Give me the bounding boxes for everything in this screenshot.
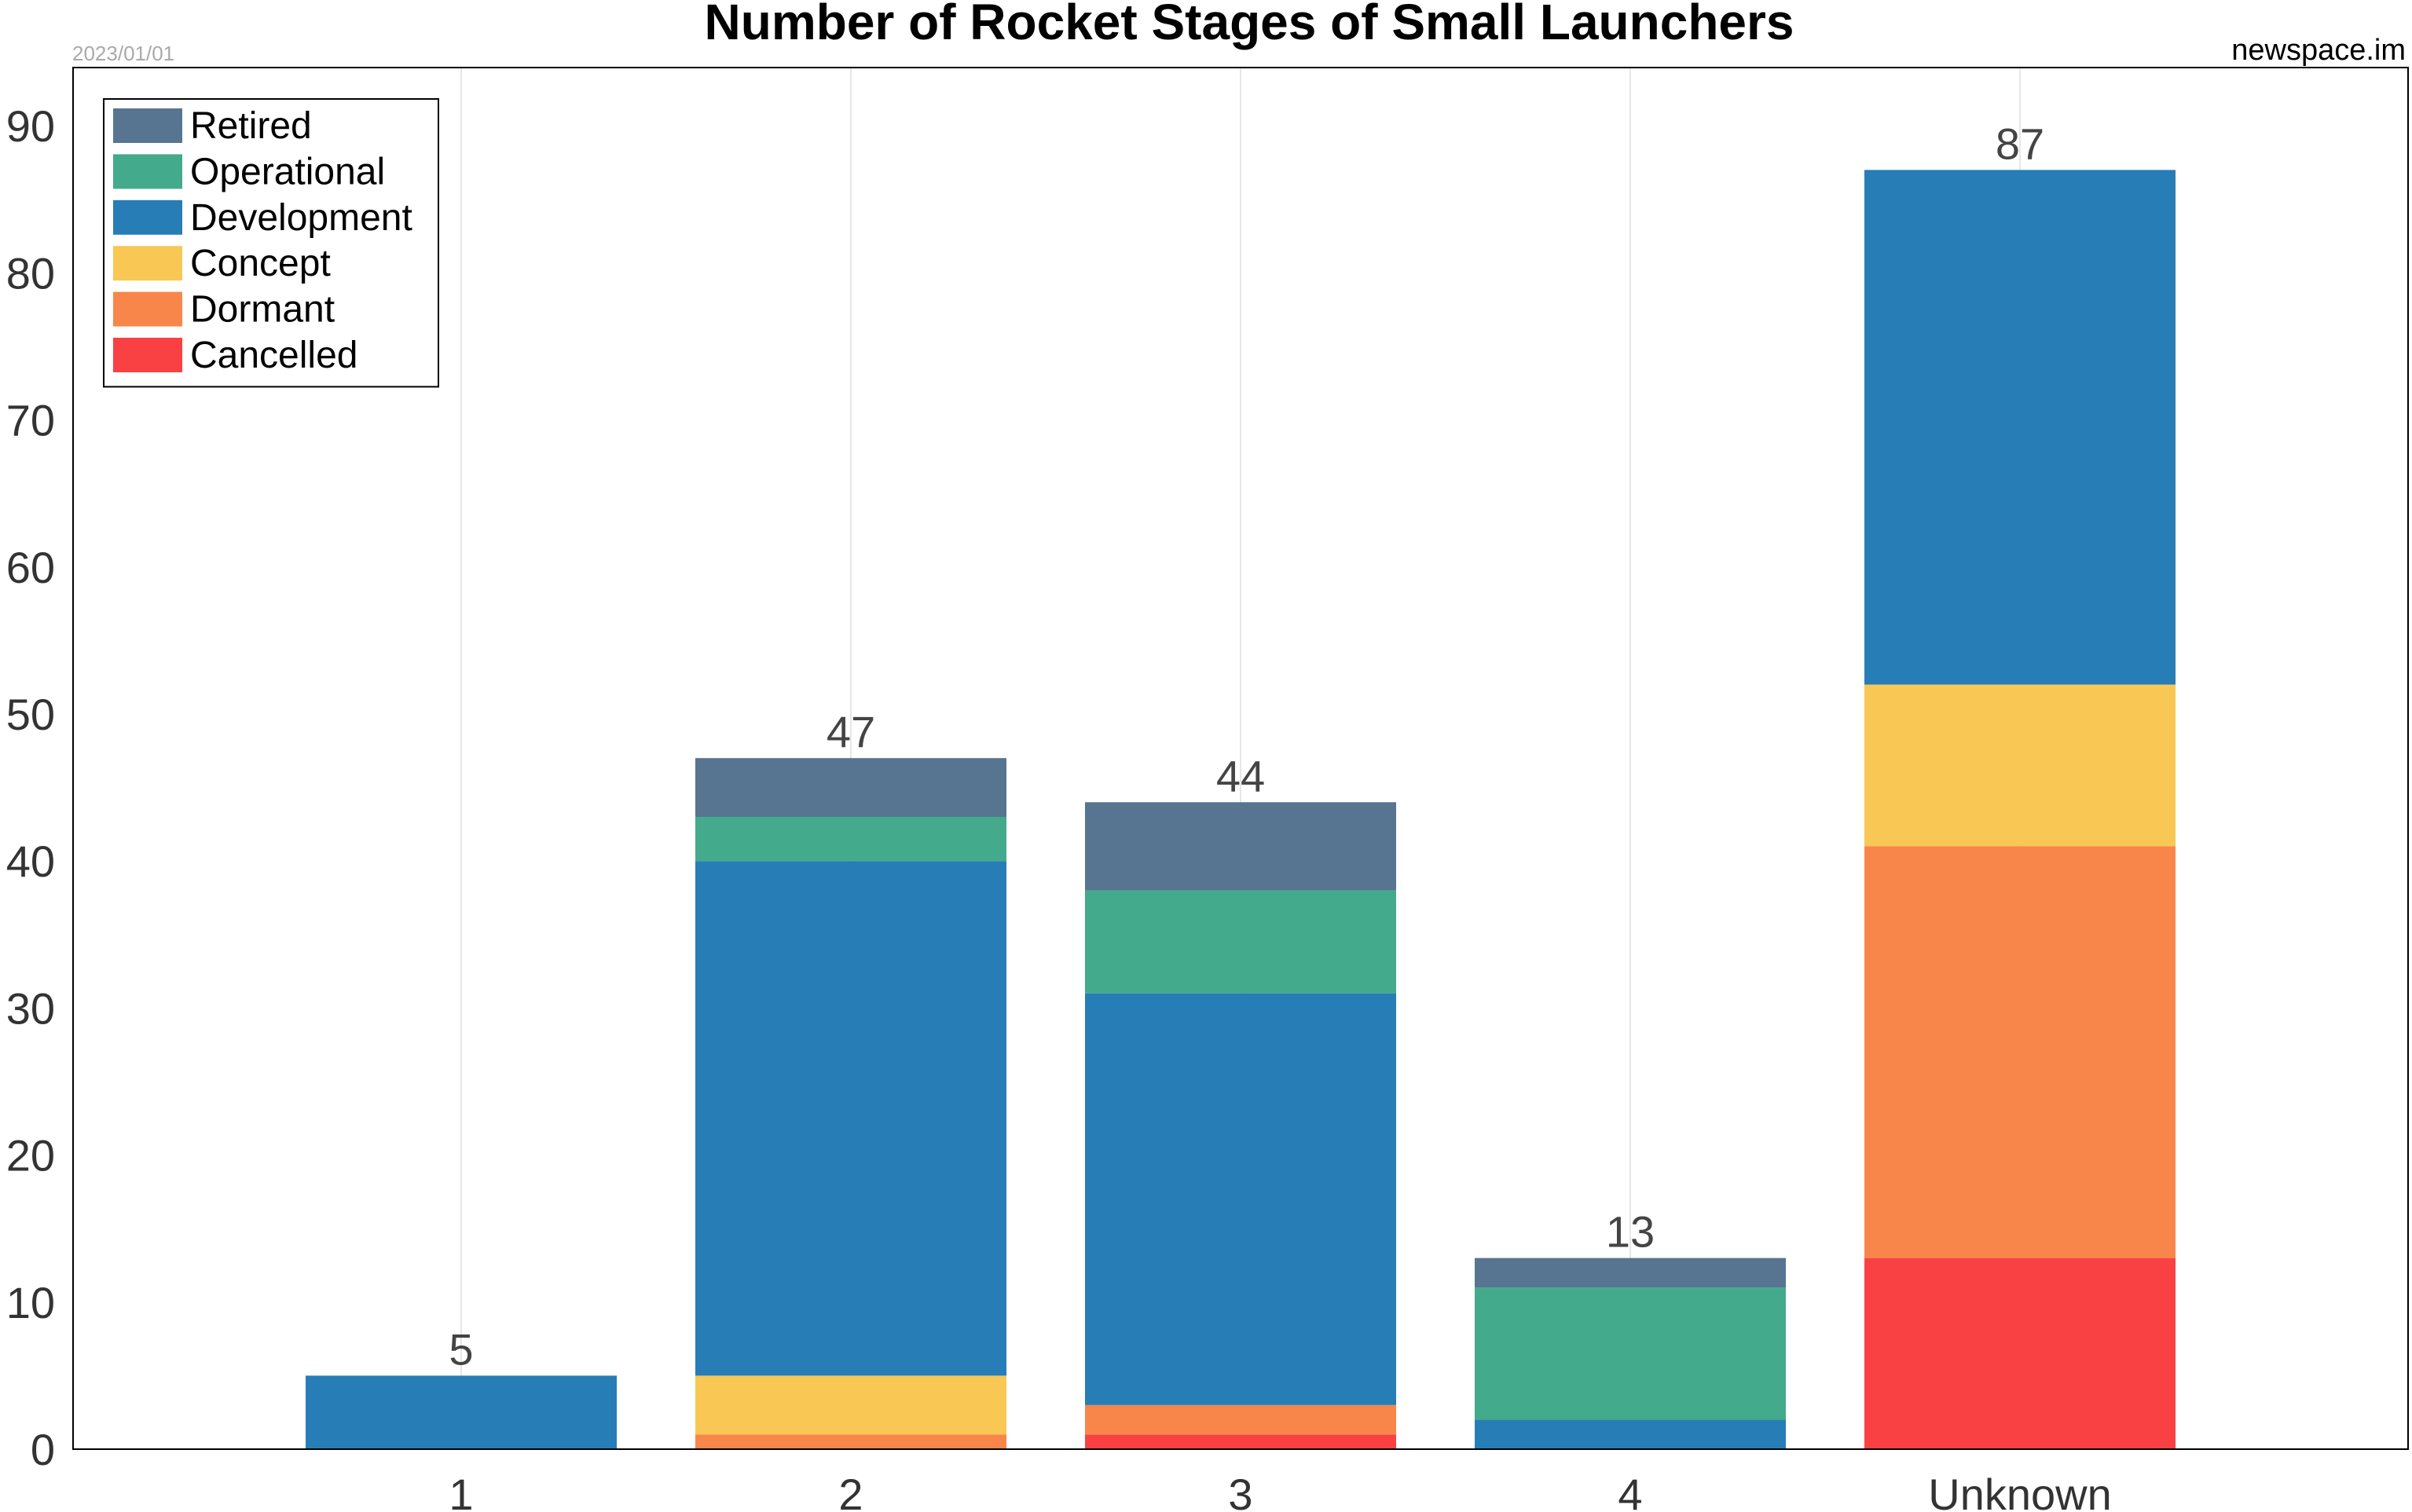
bar-segment-operational-1 bbox=[695, 817, 1006, 862]
bar-total-label: 13 bbox=[1606, 1207, 1655, 1257]
legend-swatch-operational bbox=[113, 154, 182, 189]
bar-totals: 5 47 44 13 87 bbox=[449, 119, 2044, 1374]
legend-swatch-dormant bbox=[113, 291, 182, 327]
legend-swatch-concept bbox=[113, 246, 182, 281]
bar-segment-retired-3 bbox=[1475, 1258, 1786, 1288]
chart-source: newspace.im bbox=[2231, 34, 2406, 67]
plot-frame bbox=[72, 67, 2409, 1450]
legend-label-development: Development bbox=[190, 197, 412, 239]
bar-total-label: 44 bbox=[1216, 751, 1265, 800]
bars bbox=[306, 170, 2176, 1449]
bar-total-label: 5 bbox=[449, 1324, 473, 1374]
legend-label-dormant: Dormant bbox=[190, 289, 335, 331]
y-tick-label: 60 bbox=[6, 543, 55, 592]
bar-segment-development-0 bbox=[306, 1375, 617, 1449]
x-tick-label: Unknown bbox=[1928, 1470, 2111, 1512]
x-axis-ticks: 1 2 3 4 Unknown bbox=[449, 1470, 2111, 1512]
y-axis-ticks: 0 10 20 30 40 50 60 70 80 90 bbox=[6, 101, 55, 1474]
bar-segment-dormant-4 bbox=[1864, 846, 2176, 1258]
bar-segment-cancelled-2 bbox=[1085, 1434, 1396, 1449]
bar-total-label: 87 bbox=[1996, 119, 2044, 168]
y-tick-label: 80 bbox=[6, 248, 55, 298]
bar-segment-development-3 bbox=[1475, 1419, 1786, 1449]
x-tick-label: 3 bbox=[1228, 1470, 1252, 1512]
legend-label-retired: Retired bbox=[190, 105, 312, 147]
bar-segment-development-4 bbox=[1864, 170, 2176, 685]
bar-segment-development-2 bbox=[1085, 993, 1396, 1405]
y-tick-label: 30 bbox=[6, 983, 55, 1033]
x-tick-label: 1 bbox=[449, 1470, 473, 1512]
bar-segment-cancelled-4 bbox=[1864, 1258, 2176, 1449]
bar-segment-concept-4 bbox=[1864, 684, 2176, 847]
legend-swatch-retired bbox=[113, 108, 182, 143]
bar-segment-dormant-2 bbox=[1085, 1404, 1396, 1435]
y-tick-label: 70 bbox=[6, 396, 55, 445]
bar-segment-retired-1 bbox=[695, 758, 1006, 818]
x-tick-label: 4 bbox=[1618, 1470, 1642, 1512]
legend-label-concept: Concept bbox=[190, 243, 331, 284]
bar-total-label: 47 bbox=[827, 707, 875, 756]
y-tick-label: 0 bbox=[31, 1425, 55, 1474]
y-tick-label: 10 bbox=[6, 1278, 55, 1327]
legend-label-cancelled: Cancelled bbox=[190, 335, 357, 376]
y-tick-label: 40 bbox=[6, 837, 55, 886]
y-tick-label: 50 bbox=[6, 690, 55, 739]
chart-title: Number of Rocket Stages of Small Launche… bbox=[705, 0, 1794, 50]
bar-segment-dormant-1 bbox=[695, 1434, 1006, 1449]
x-tick-label: 2 bbox=[838, 1470, 863, 1512]
bar-segment-operational-2 bbox=[1085, 890, 1396, 994]
y-tick-label: 20 bbox=[6, 1131, 55, 1181]
bar-segment-concept-1 bbox=[695, 1375, 1006, 1435]
legend-swatch-cancelled bbox=[113, 338, 182, 372]
bar-segment-retired-2 bbox=[1085, 802, 1396, 891]
chart-date: 2023/01/01 bbox=[72, 42, 174, 65]
legend-swatch-development bbox=[113, 200, 182, 235]
bar-segment-operational-3 bbox=[1475, 1287, 1786, 1420]
legend-label-operational: Operational bbox=[190, 151, 385, 192]
bar-segment-development-1 bbox=[695, 861, 1006, 1376]
y-tick-label: 90 bbox=[6, 101, 55, 151]
